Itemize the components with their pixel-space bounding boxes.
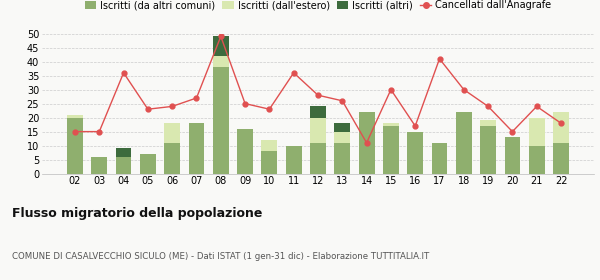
Bar (505, 137, 520, 174)
Bar (237, 129, 253, 174)
Bar (116, 148, 131, 157)
Bar (553, 143, 569, 174)
Bar (213, 36, 229, 56)
Bar (529, 146, 545, 174)
Bar (310, 106, 326, 118)
Bar (334, 123, 350, 132)
Bar (529, 118, 545, 146)
Bar (310, 143, 326, 174)
Bar (188, 123, 205, 174)
Bar (334, 132, 350, 143)
Bar (67, 118, 83, 174)
Bar (140, 154, 156, 174)
Bar (383, 123, 399, 126)
Bar (116, 157, 131, 174)
Bar (359, 112, 374, 174)
Bar (480, 120, 496, 126)
Bar (456, 112, 472, 174)
Text: COMUNE DI CASALVECCHIO SICULO (ME) - Dati ISTAT (1 gen-31 dic) - Elaborazione TU: COMUNE DI CASALVECCHIO SICULO (ME) - Dat… (12, 252, 429, 261)
Bar (262, 151, 277, 174)
Bar (480, 126, 496, 174)
Bar (213, 67, 229, 174)
Bar (164, 123, 180, 143)
Bar (67, 115, 83, 118)
Bar (91, 157, 107, 174)
Bar (383, 126, 399, 174)
Bar (407, 132, 423, 174)
Bar (334, 143, 350, 174)
Text: Flusso migratorio della popolazione: Flusso migratorio della popolazione (12, 207, 262, 220)
Bar (286, 146, 302, 174)
Bar (164, 143, 180, 174)
Bar (213, 56, 229, 67)
Legend: Iscritti (da altri comuni), Iscritti (dall'estero), Iscritti (altri), Cancellati: Iscritti (da altri comuni), Iscritti (da… (81, 0, 555, 14)
Bar (310, 118, 326, 143)
Bar (431, 143, 448, 174)
Bar (553, 112, 569, 143)
Bar (262, 140, 277, 151)
